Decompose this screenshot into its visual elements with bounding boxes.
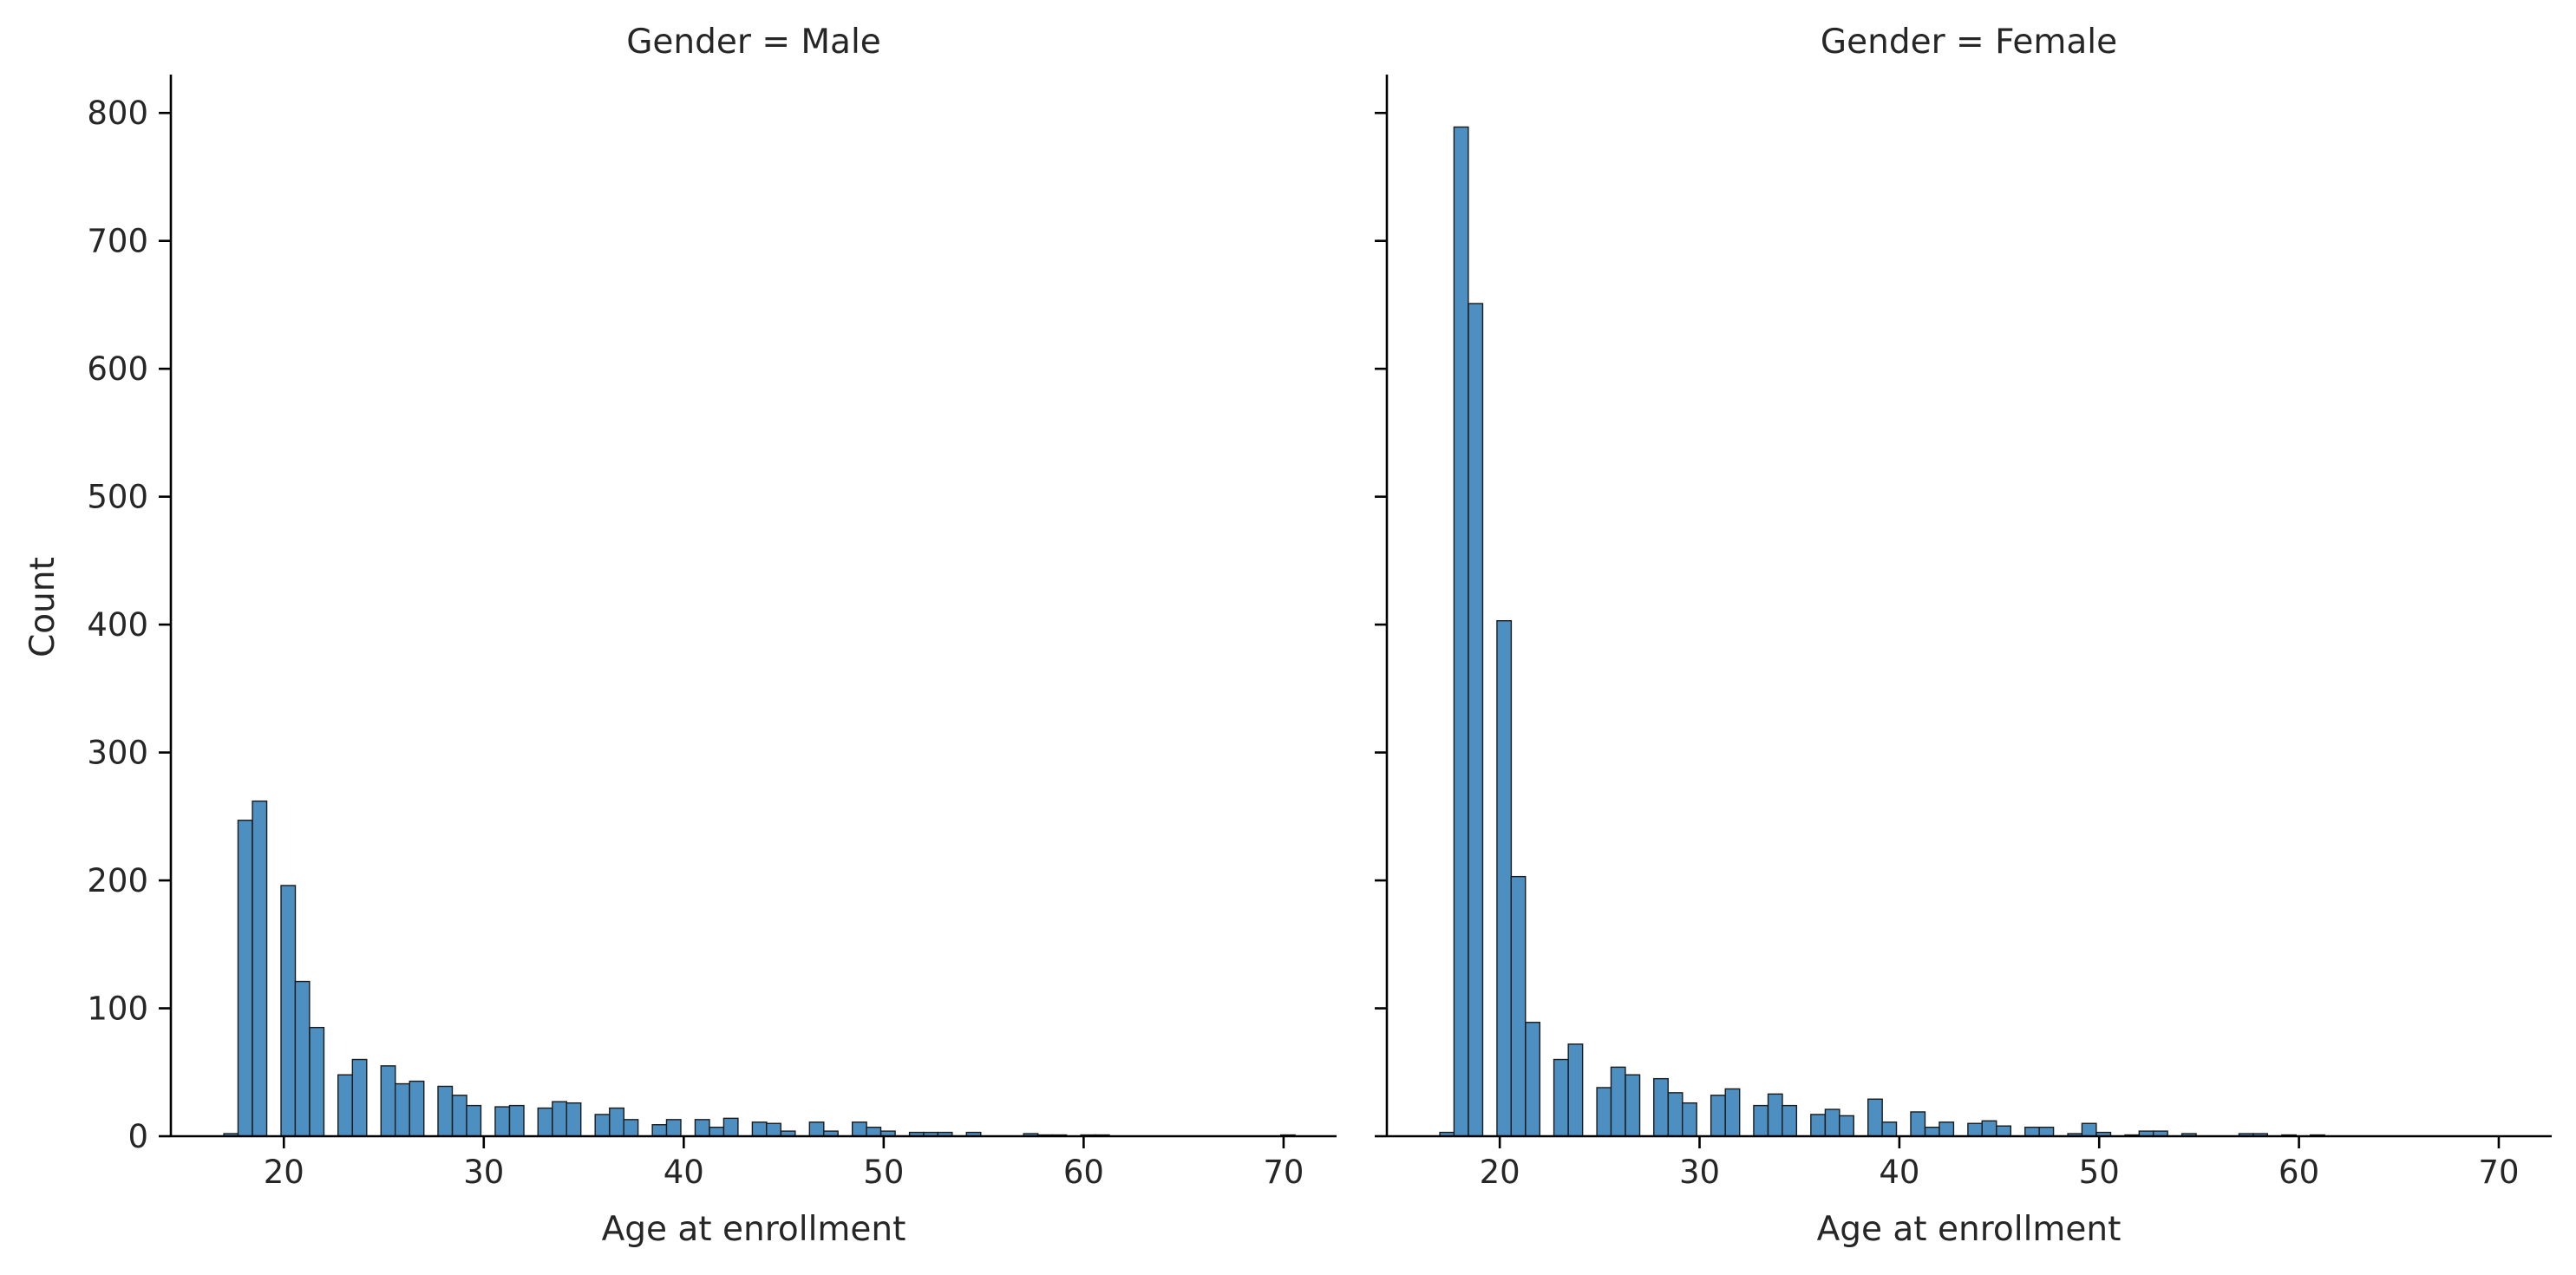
x-tick-label-male: 30 bbox=[463, 1154, 504, 1191]
histogram-bar-female bbox=[2024, 1126, 2040, 1137]
bars-female bbox=[1439, 126, 2325, 1137]
histogram-bar-male bbox=[409, 1080, 425, 1137]
histogram-bar-female bbox=[1567, 1043, 1584, 1137]
x-tick-label-female: 60 bbox=[2279, 1154, 2319, 1191]
y-tick-label-male: 300 bbox=[87, 735, 148, 772]
x-tick-label-male: 70 bbox=[1263, 1154, 1304, 1191]
y-tick-label-male: 500 bbox=[87, 479, 148, 516]
histogram-bar-female bbox=[1996, 1125, 2012, 1137]
histogram-bar-male bbox=[466, 1104, 482, 1137]
histogram-bar-female bbox=[1681, 1102, 1697, 1137]
histogram-bar-female bbox=[1824, 1108, 1840, 1137]
histogram-bar-male bbox=[866, 1126, 882, 1137]
x-tick-label-male: 50 bbox=[863, 1154, 904, 1191]
histogram-bar-male bbox=[508, 1104, 525, 1137]
histogram-bar-female bbox=[1967, 1122, 1984, 1137]
x-tick-label-male: 20 bbox=[264, 1154, 304, 1191]
histogram-bar-female bbox=[1496, 620, 1513, 1137]
x-tick-label-male: 40 bbox=[664, 1154, 704, 1191]
histogram-bar-female bbox=[1753, 1104, 1769, 1137]
y-tick-label-male: 700 bbox=[87, 223, 148, 260]
x-axis-label-male: Age at enrollment bbox=[602, 1210, 906, 1249]
histogram-bar-male bbox=[537, 1107, 553, 1137]
histogram-bar-female bbox=[1724, 1088, 1741, 1137]
x-tick-label-female: 40 bbox=[1879, 1154, 1919, 1191]
histogram-bar-male bbox=[766, 1122, 781, 1137]
y-tick-label-male: 800 bbox=[87, 95, 148, 132]
histogram-bar-male bbox=[594, 1114, 611, 1137]
histogram-bar-male bbox=[252, 800, 268, 1137]
bars-male bbox=[223, 800, 1296, 1137]
histogram-bar-female bbox=[1867, 1098, 1883, 1137]
y-tick-label-male: 600 bbox=[87, 350, 148, 388]
histogram-bar-male bbox=[651, 1124, 668, 1137]
histogram-bar-female bbox=[1782, 1104, 1798, 1137]
ticks-female: 20 30 40 50 60 70 bbox=[1375, 111, 2520, 1191]
histogram-bar-female bbox=[1596, 1087, 1612, 1137]
histogram-bar-male bbox=[694, 1119, 710, 1137]
histogram-bar-male bbox=[665, 1119, 682, 1137]
histogram-bar-male bbox=[566, 1102, 582, 1137]
histogram-bar-female bbox=[1839, 1115, 1854, 1137]
histogram-bar-female bbox=[1510, 875, 1527, 1137]
histogram-bar-male bbox=[722, 1117, 739, 1137]
histogram-bar-female bbox=[1525, 1022, 1541, 1137]
histogram-bar-male bbox=[337, 1074, 353, 1137]
x-tick-label-female: 30 bbox=[1679, 1154, 1720, 1191]
histogram-bar-male bbox=[851, 1121, 867, 1137]
histogram-bar-female bbox=[1910, 1111, 1926, 1137]
histogram-bar-female bbox=[1767, 1093, 1783, 1137]
histogram-bar-female bbox=[1553, 1058, 1569, 1137]
histogram-bar-male bbox=[494, 1106, 511, 1137]
panel-female: Gender = Female 20 30 40 50 60 70 Age at enro… bbox=[1375, 23, 2552, 1249]
x-tick-label-female: 50 bbox=[2079, 1154, 2120, 1191]
histogram-bar-male bbox=[451, 1095, 467, 1137]
x-tick-label-female: 20 bbox=[1480, 1154, 1520, 1191]
y-axis-label-male: Count bbox=[23, 557, 62, 657]
histogram-bar-male bbox=[237, 820, 253, 1137]
y-tick-label-male: 100 bbox=[87, 991, 148, 1028]
histogram-bar-male bbox=[709, 1126, 725, 1137]
histogram-bar-female bbox=[1468, 303, 1484, 1137]
x-tick-label-female: 70 bbox=[2478, 1154, 2519, 1191]
histogram-bar-male bbox=[437, 1085, 454, 1137]
histogram-bar-male bbox=[309, 1026, 325, 1137]
y-tick-label-male: 400 bbox=[87, 606, 148, 644]
histogram-bar-male bbox=[380, 1065, 396, 1137]
histogram-bar-male bbox=[751, 1121, 768, 1137]
histogram-bar-male bbox=[394, 1082, 410, 1137]
y-tick-label-male: 0 bbox=[127, 1118, 148, 1155]
histogram-bar-female bbox=[2038, 1126, 2055, 1137]
histogram-bar-male bbox=[552, 1101, 568, 1137]
histogram-bar-female bbox=[1981, 1120, 1997, 1137]
histogram-bar-female bbox=[1625, 1074, 1641, 1137]
histogram-bar-female bbox=[1610, 1066, 1626, 1137]
histogram-bar-female bbox=[1924, 1126, 1940, 1137]
histogram-bar-female bbox=[1667, 1092, 1684, 1137]
histogram-bar-male bbox=[280, 885, 297, 1137]
histogram-bar-female bbox=[1881, 1121, 1898, 1137]
histogram-bar-female bbox=[1710, 1095, 1726, 1137]
histogram-bar-female bbox=[1653, 1077, 1669, 1137]
histogram-bar-female bbox=[2081, 1122, 2097, 1137]
histogram-bar-male bbox=[609, 1107, 624, 1137]
panel-title-male: Gender = Male bbox=[626, 23, 881, 62]
histogram-bar-female bbox=[1810, 1114, 1826, 1137]
x-axis-label-female: Age at enrollment bbox=[1817, 1210, 2122, 1249]
histogram-bar-male bbox=[351, 1058, 368, 1137]
histogram-bar-female bbox=[1939, 1121, 1955, 1137]
histogram-bar-male bbox=[808, 1121, 825, 1137]
y-tick-label-male: 200 bbox=[87, 862, 148, 899]
panel-title-female: Gender = Female bbox=[1821, 23, 2117, 62]
histogram-bar-female bbox=[1453, 126, 1469, 1137]
histogram-bar-male bbox=[294, 980, 311, 1137]
histogram-bar-male bbox=[623, 1119, 639, 1137]
x-tick-label-male: 60 bbox=[1063, 1154, 1104, 1191]
panel-male: Gender = Male 20 30 40 50 60 7001002003004005… bbox=[23, 23, 1337, 1249]
